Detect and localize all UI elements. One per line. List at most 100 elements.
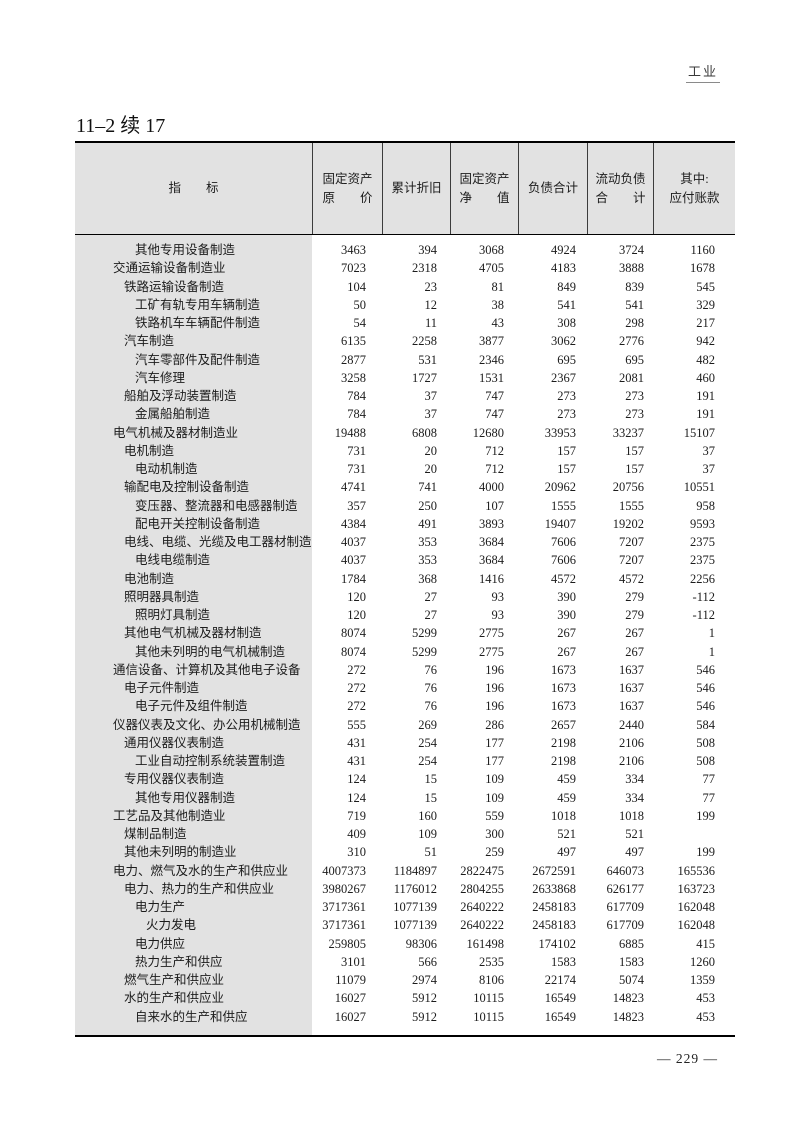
indicator-cell: 电动机制造 — [135, 462, 198, 476]
value-cell: 334 — [625, 790, 644, 805]
table-row: 工矿有轨专用车辆制造 50 12 38 541 541 329 — [75, 296, 735, 314]
value-cell: 712 — [485, 462, 504, 476]
value-cell: 3684 — [479, 553, 504, 568]
value-cell: 2657 — [551, 717, 576, 732]
value-cell: 839 — [625, 279, 644, 294]
value-cell: 272 — [347, 681, 366, 695]
value-cell: 2640222 — [460, 918, 504, 933]
value-cell: 459 — [557, 772, 576, 787]
value-cell: 15 — [424, 790, 438, 805]
indicator-cell: 其他未列明的电气机械制造 — [135, 644, 286, 659]
indicator-cell: 自来水的生产和供应 — [135, 1009, 248, 1024]
header-line: 固定资产 — [322, 171, 373, 186]
header-current-liabilities: 流动负债 合 计 — [587, 143, 653, 234]
value-cell: 20962 — [544, 480, 576, 495]
value-cell: 3717361 — [322, 900, 366, 914]
table-row: 照明器具制造 120 27 93 390 279 -112 — [75, 588, 735, 606]
value-cell: 712 — [485, 443, 504, 458]
value-cell: 546 — [696, 662, 715, 677]
table-body: 其他专用设备制造 3463 394 3068 4924 3724 1160 交通… — [75, 235, 735, 1035]
value-cell: 162048 — [677, 900, 716, 914]
table-header-row: 指 标 固定资产 原 价 累计折旧 固定资产 净 值 负债合计 流动负债 合 计… — [75, 143, 735, 235]
table-title: 11–2 续 17 — [76, 115, 166, 137]
indicator-cell: 其他电气机械及器材制造 — [124, 626, 262, 641]
value-cell: 2775 — [479, 626, 504, 641]
value-cell: 1637 — [619, 699, 644, 714]
indicator-cell: 汽车修理 — [135, 370, 186, 385]
value-cell: 2440 — [619, 717, 644, 732]
value-cell: 50 — [353, 297, 367, 312]
table-row: 煤制品制造 409 109 300 521 521 — [75, 825, 735, 843]
value-cell: 1077139 — [393, 900, 437, 914]
table-row: 水的生产和供应业 16027 5912 10115 16549 14823 45… — [75, 989, 735, 1007]
value-cell: 2672591 — [532, 863, 576, 878]
indicator-cell: 船舶及浮动装置制造 — [124, 389, 237, 403]
indicator-cell: 输配电及控制设备制造 — [124, 480, 250, 495]
value-cell: 617709 — [606, 918, 645, 933]
indicator-cell: 电力、热力的生产和供应业 — [124, 881, 275, 896]
value-cell: 254 — [418, 754, 437, 768]
indicator-cell: 照明器具制造 — [124, 589, 200, 604]
value-cell: 19488 — [334, 425, 366, 440]
indicator-cell: 通用仪器仪表制造 — [124, 735, 225, 750]
value-cell: 11 — [424, 316, 437, 330]
value-cell: 27 — [424, 589, 438, 604]
value-cell: 2822475 — [460, 863, 504, 878]
value-cell: 409 — [347, 827, 366, 841]
value-cell: 12 — [424, 297, 438, 312]
value-cell: 259805 — [328, 936, 367, 951]
value-cell: 2804255 — [460, 881, 504, 896]
value-cell: 4705 — [479, 261, 504, 276]
value-cell: 254 — [418, 735, 437, 750]
value-cell: 1784 — [341, 571, 366, 586]
value-cell: 217 — [696, 316, 715, 330]
value-cell: 37 — [702, 443, 716, 458]
value-cell: 14823 — [612, 991, 644, 1006]
value-cell: 93 — [491, 608, 505, 622]
table-row: 铁路运输设备制造 104 23 81 849 839 545 — [75, 278, 735, 296]
value-cell: 109 — [418, 827, 437, 841]
table-row: 电力生产 3717361 1077139 2640222 2458183 617… — [75, 898, 735, 916]
value-cell: 120 — [347, 608, 366, 622]
value-cell: 1184897 — [393, 863, 437, 878]
table-row: 电机制造 731 20 712 157 157 37 — [75, 442, 735, 460]
value-cell: 4924 — [551, 243, 576, 257]
value-cell: 2974 — [412, 973, 437, 987]
value-cell: 22174 — [544, 973, 576, 987]
indicator-cell: 电线电缆制造 — [135, 553, 211, 568]
value-cell: 541 — [625, 297, 644, 312]
value-cell: 191 — [696, 407, 715, 422]
value-cell: 161498 — [466, 936, 505, 951]
value-cell: 107 — [485, 498, 504, 513]
value-cell: 1583 — [551, 954, 576, 969]
indicator-cell: 汽车零部件及配件制造 — [135, 352, 261, 367]
value-cell: 2198 — [551, 754, 576, 768]
value-cell: 15 — [424, 772, 438, 787]
value-cell: 2640222 — [460, 900, 504, 914]
table-row: 铁路机车车辆配件制造 54 11 43 308 298 217 — [75, 314, 735, 332]
header-line: 应付账款 — [669, 190, 720, 205]
value-cell: -112 — [692, 608, 715, 622]
value-cell: 431 — [347, 754, 366, 768]
indicator-cell: 燃气生产和供应业 — [124, 973, 225, 987]
value-cell: 1416 — [479, 571, 504, 586]
value-cell: 199 — [696, 845, 715, 860]
value-cell: 298 — [625, 316, 644, 330]
value-cell: 3101 — [341, 954, 366, 969]
value-cell: 2198 — [551, 735, 576, 750]
value-cell: 104 — [347, 279, 366, 294]
value-cell: 51 — [424, 845, 438, 860]
value-cell: 20756 — [612, 480, 644, 495]
indicator-cell: 电线、电缆、光缆及电工器材制造 — [124, 535, 312, 549]
header-line: 净 值 — [459, 190, 510, 205]
value-cell: 174102 — [538, 936, 577, 951]
table-row: 配电开关控制设备制造 4384 491 3893 19407 19202 959… — [75, 515, 735, 533]
value-cell: 269 — [418, 717, 437, 732]
value-cell: 4741 — [341, 480, 366, 495]
value-cell: 3258 — [341, 370, 366, 385]
table-row: 其他未列明的电气机械制造 8074 5299 2775 267 267 1 — [75, 643, 735, 661]
value-cell: 308 — [557, 316, 576, 330]
header-line: 合 计 — [595, 190, 646, 205]
table-row: 仪器仪表及文化、办公用机械制造 555 269 286 2657 2440 58… — [75, 716, 735, 734]
value-cell: 460 — [696, 370, 715, 385]
